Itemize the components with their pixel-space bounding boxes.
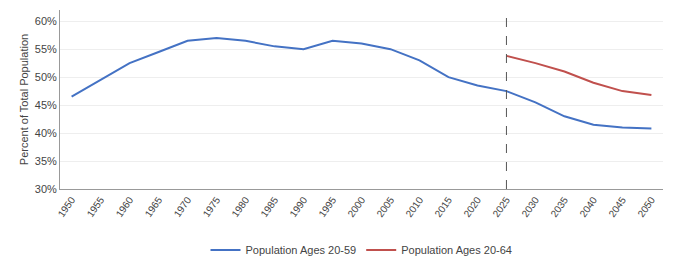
- svg-text:2035: 2035: [548, 194, 570, 219]
- svg-text:2000: 2000: [345, 194, 367, 219]
- svg-text:2040: 2040: [577, 194, 599, 219]
- svg-text:2025: 2025: [490, 194, 512, 219]
- svg-text:30%: 30%: [35, 183, 57, 195]
- svg-text:1950: 1950: [56, 194, 78, 219]
- svg-text:60%: 60%: [35, 15, 57, 27]
- svg-text:2020: 2020: [461, 194, 483, 219]
- svg-text:1965: 1965: [143, 194, 165, 219]
- svg-text:1990: 1990: [287, 194, 309, 219]
- svg-text:1955: 1955: [85, 194, 107, 219]
- svg-text:2010: 2010: [403, 194, 425, 219]
- svg-text:Population Ages 20-59: Population Ages 20-59: [246, 244, 357, 256]
- svg-text:2015: 2015: [432, 194, 454, 219]
- svg-text:1995: 1995: [316, 194, 338, 219]
- svg-text:1970: 1970: [172, 194, 194, 219]
- svg-text:Population Ages 20-64: Population Ages 20-64: [401, 244, 512, 256]
- svg-text:2005: 2005: [374, 194, 396, 219]
- svg-text:45%: 45%: [35, 99, 57, 111]
- svg-text:1975: 1975: [201, 194, 223, 219]
- svg-text:2030: 2030: [519, 194, 541, 219]
- svg-text:2050: 2050: [635, 194, 657, 219]
- svg-text:55%: 55%: [35, 43, 57, 55]
- svg-text:Percent of Total Population: Percent of Total Population: [18, 34, 30, 165]
- svg-text:1985: 1985: [258, 194, 280, 219]
- svg-text:50%: 50%: [35, 71, 57, 83]
- svg-text:1960: 1960: [114, 194, 136, 219]
- svg-text:40%: 40%: [35, 127, 57, 139]
- svg-text:35%: 35%: [35, 155, 57, 167]
- svg-text:2045: 2045: [606, 194, 628, 219]
- svg-text:1980: 1980: [230, 194, 252, 219]
